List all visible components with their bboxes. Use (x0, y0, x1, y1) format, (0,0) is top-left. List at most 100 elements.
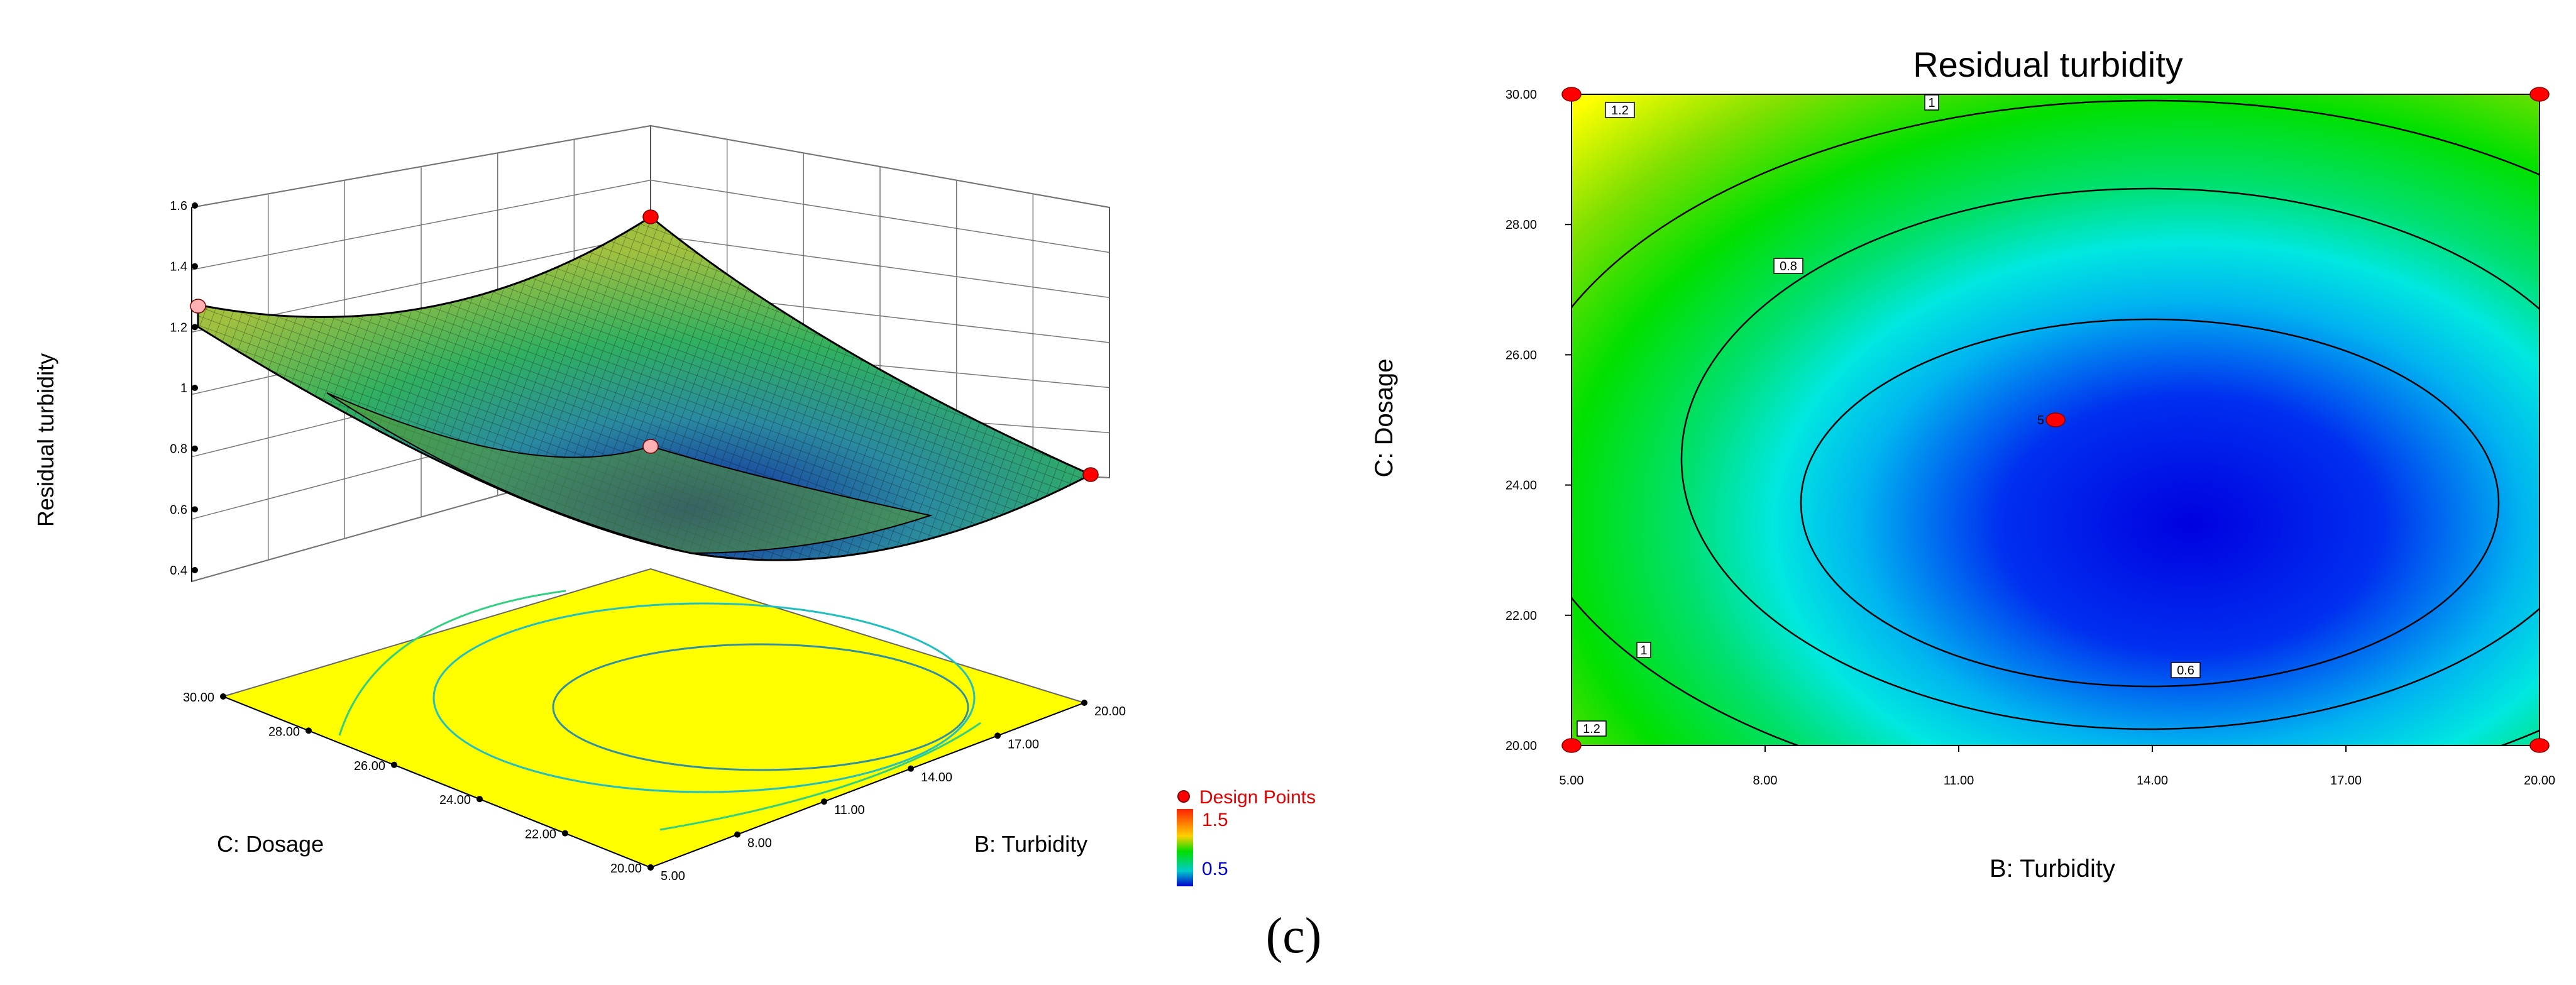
contour-y-tick-label: 20.00 (1505, 739, 1537, 753)
z-tick-label: 0.4 (170, 564, 187, 578)
floor-contours (338, 590, 981, 831)
dosage-tick-label: 30.00 (183, 691, 214, 705)
dosage-tick-mark (220, 693, 226, 700)
z-tick-label: 0.6 (170, 503, 187, 517)
legend-max-label: 1.5 (1202, 810, 1228, 830)
dosage-tick-mark (562, 830, 568, 837)
legend-design-point-marker (1177, 790, 1190, 803)
legend-title: Design Points (1199, 787, 1316, 808)
z-tick-mark (192, 567, 198, 573)
turbidity-tick-mark (908, 765, 914, 772)
surface-design-point (642, 439, 659, 454)
contour-design-point (2529, 87, 2550, 102)
z-tick-label: 1.2 (170, 321, 187, 334)
legend: Design Points 1.5 0.5 (1177, 787, 1316, 886)
turbidity-axis-3d: 5.00 8.00 11.00 14.00 17.00 20.00 (647, 700, 1126, 883)
dosage-tick-label: 26.00 (354, 759, 385, 773)
contour-x-tick-label: 11.00 (1944, 774, 1974, 788)
panel-label: (c) (1266, 908, 1322, 964)
turbidity-tick-label: 20.00 (1094, 705, 1126, 718)
turbidity-tick-mark (647, 864, 654, 871)
z-tick-label: 1.6 (170, 199, 187, 213)
surface-mesh (198, 217, 1091, 561)
surface-plot: 0.4 0.6 0.8 1 1.2 1.4 1.6 20.00 22.00 24.00 26.00… (33, 124, 1316, 886)
legend-min-label: 0.5 (1202, 859, 1228, 879)
turbidity-tick-mark (821, 798, 827, 805)
turbidity-axis-label-3d: B: Turbidity (974, 831, 1087, 857)
surface-design-point (1082, 467, 1099, 482)
contour-y-tick-label: 24.00 (1505, 479, 1537, 493)
turbidity-tick-label: 14.00 (921, 771, 952, 784)
dosage-tick-label: 20.00 (610, 862, 642, 876)
contour-level-label-box (1924, 94, 1939, 111)
turbidity-tick-mark (734, 831, 740, 838)
turbidity-tick-mark (994, 732, 1001, 739)
contour-line-0.6 (1800, 318, 2500, 688)
contour-x-axis: 5.00 8.00 11.00 14.00 17.00 20.00 (1560, 746, 2555, 788)
contour-level-label: 1.2 (1611, 104, 1629, 118)
floor-plane (221, 568, 1087, 869)
contour-level-label-box (2171, 662, 2201, 678)
surface-design-points (190, 209, 1099, 482)
contour-level-label: 0.6 (2177, 664, 2194, 678)
z-axis: 0.4 0.6 0.8 1 1.2 1.4 1.6 (170, 199, 198, 581)
contour-level-label-box (1636, 642, 1651, 658)
contour-x-tick-label: 14.00 (2137, 774, 2168, 788)
contour-plot: Residual turbidity 1.2 1.2 1 1 0.8 0.6 5.00 8.… (1370, 45, 2555, 883)
z-tick-mark (192, 324, 198, 331)
dosage-axis-line (223, 696, 651, 868)
contour-y-tick-label: 22.00 (1505, 609, 1537, 623)
contour-y-tick-label: 30.00 (1505, 88, 1537, 102)
dosage-tick-mark (391, 761, 397, 768)
contour-design-point (2045, 412, 2066, 427)
contour-frame (1571, 94, 2540, 746)
contour-design-point (1561, 87, 1582, 102)
dosage-tick-label: 28.00 (268, 725, 300, 739)
contour-design-points: 5 (1561, 87, 2550, 753)
legend-color-bar (1177, 809, 1193, 886)
turbidity-tick-label: 8.00 (747, 837, 772, 850)
contour-x-tick-label: 20.00 (2524, 774, 2555, 788)
contour-y-axis: 20.00 22.00 24.00 26.00 28.00 30.00 (1505, 88, 1571, 753)
z-tick-label: 1 (180, 382, 187, 395)
contour-lines (1571, 99, 2540, 746)
contour-y-tick-label: 28.00 (1505, 218, 1537, 232)
z-tick-mark (192, 263, 198, 270)
contour-level-label: 1 (1640, 644, 1647, 658)
dosage-tick-label: 22.00 (525, 828, 556, 842)
surface-design-point (642, 209, 659, 224)
z-tick-mark (192, 385, 198, 391)
contour-x-tick-label: 17.00 (2330, 774, 2362, 788)
turbidity-tick-label: 5.00 (661, 869, 685, 883)
contour-level-label-box (1773, 258, 1803, 274)
turbidity-tick-mark (1081, 700, 1087, 706)
contour-level-label: 1.2 (1583, 722, 1600, 736)
contour-level-label-box (1577, 720, 1607, 737)
z-tick-label: 0.8 (170, 443, 187, 456)
turbidity-axis-line (650, 702, 1085, 868)
contour-x-tick-label: 8.00 (1753, 774, 1778, 788)
surface-design-point (190, 299, 206, 314)
z-tick-label: 1.4 (170, 260, 187, 274)
contour-level-labels: 1.2 1.2 1 1 0.8 0.6 (1577, 94, 2201, 737)
contour-y-axis-label: C: Dosage (1370, 359, 1398, 478)
contour-title: Residual turbidity (1913, 45, 2183, 84)
z-tick-mark (192, 445, 198, 452)
dosage-tick-mark (476, 796, 483, 803)
contour-y-tick-label: 26.00 (1505, 348, 1537, 362)
contour-level-label-box (1605, 102, 1635, 118)
contour-level-label: 0.8 (1780, 260, 1797, 273)
dosage-tick-mark (305, 727, 312, 734)
contour-x-tick-label: 5.00 (1560, 774, 1584, 788)
contour-line-0.8 (1680, 187, 2540, 730)
contour-design-point (1561, 738, 1582, 753)
contour-design-point (2529, 738, 2550, 753)
contour-x-axis-label: B: Turbidity (1990, 855, 2115, 883)
contour-line-1 (1571, 99, 2540, 746)
surface-front-fold (326, 392, 933, 554)
dosage-axis-3d: 20.00 22.00 24.00 26.00 28.00 30.00 (183, 691, 654, 876)
z-axis-label: Residual turbidity (33, 353, 58, 527)
dosage-tick-label: 24.00 (439, 793, 471, 807)
center-point-count: 5 (2037, 414, 2044, 427)
